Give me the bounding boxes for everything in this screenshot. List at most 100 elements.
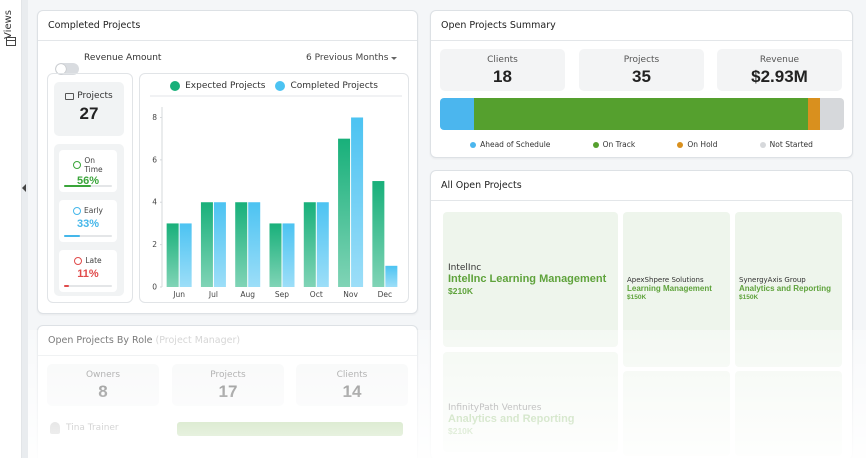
- stat-value: 8: [98, 382, 108, 401]
- user-icon: [50, 422, 60, 434]
- stat-value: 14: [342, 382, 362, 401]
- tile-client: ApexShpere Solutions: [627, 276, 704, 284]
- all-open-projects-card: All Open Projects IntelInc IntelInc Lear…: [430, 170, 853, 458]
- y-tick-label: 0: [152, 283, 157, 292]
- legend-label: On Track: [602, 140, 636, 149]
- open-projects-by-role-card: Open Projects By Role (Project Manager) …: [37, 325, 418, 458]
- collapse-arrow-icon[interactable]: [22, 184, 26, 192]
- legend-item-on-track[interactable]: On Track: [592, 140, 636, 149]
- completed-projects-title: Completed Projects: [38, 11, 417, 41]
- clock-late-icon: [74, 256, 83, 265]
- legend-item-on-hold[interactable]: On Hold: [677, 140, 718, 149]
- tile-client: SynergyAxis Group: [739, 276, 806, 284]
- project-tile[interactable]: ApexShpere Solutions Learning Management…: [623, 212, 730, 367]
- tile-revenue: $150K: [627, 294, 647, 301]
- tile-client: InfinityPath Ventures: [448, 403, 542, 413]
- tile-project: Analytics and Reporting: [739, 284, 832, 293]
- status-segment-ahead-of-schedule[interactable]: [440, 98, 475, 130]
- legend-item-not-started[interactable]: Not Started: [759, 140, 813, 149]
- role-stat-owners: Owners 8: [47, 364, 159, 406]
- project-tile[interactable]: IntelInc IntelInc Learning Management $2…: [443, 212, 618, 347]
- revenue-amount-toggle[interactable]: [55, 63, 79, 75]
- toggle-knob[interactable]: [56, 64, 66, 74]
- status-early: Early 33%: [59, 200, 117, 242]
- status-progress-fill: [64, 285, 70, 287]
- status-late: Late 11%: [59, 250, 117, 292]
- owner-projects-bar[interactable]: [177, 422, 403, 436]
- bar-completed-projects: [248, 202, 261, 287]
- panel-splitter[interactable]: [22, 0, 28, 458]
- stat-value: 18: [493, 67, 512, 86]
- x-tick-label: Dec: [378, 290, 393, 299]
- legend-swatch: [470, 141, 477, 148]
- summary-stat-projects: Projects 35: [579, 49, 704, 91]
- legend-swatch: [170, 81, 181, 91]
- projects-count: 27: [79, 104, 99, 123]
- legend-swatch: [759, 141, 766, 148]
- x-tick-label: Sep: [275, 290, 289, 299]
- projects-label: Projects: [77, 91, 113, 101]
- bar-expected-projects: [372, 181, 385, 287]
- legend-swatch: [592, 141, 599, 148]
- status-breakdown: On Time 56% Early 33% Late 11%: [54, 144, 124, 296]
- views-icon[interactable]: [6, 37, 16, 46]
- bar-completed-projects: [385, 265, 398, 287]
- tile-project: IntelInc Learning Management: [448, 273, 607, 285]
- tile-revenue: $210K: [448, 286, 474, 296]
- chart-legend: Expected Projects Completed Projects: [140, 81, 408, 91]
- stat-label: Projects: [210, 370, 246, 380]
- legend-label: On Hold: [687, 140, 718, 149]
- owner-row[interactable]: Tina Trainer: [50, 422, 119, 434]
- summary-title: Open Projects Summary: [431, 11, 852, 41]
- status-label-line2: Time: [84, 165, 103, 174]
- bar-expected-projects: [269, 223, 282, 287]
- project-status-stacked-bar[interactable]: [440, 98, 844, 130]
- legend-label: Expected Projects: [185, 81, 266, 91]
- completed-kpi-panel: Projects 27 On Time 56% Early 33% Late 11…: [47, 73, 133, 303]
- legend-item-expected[interactable]: Expected Projects: [170, 81, 265, 91]
- summary-stat-revenue: Revenue $2.93M: [717, 49, 842, 91]
- views-label[interactable]: Views: [3, 10, 14, 39]
- chevron-down-icon[interactable]: [391, 57, 397, 60]
- tile-revenue: $210K: [448, 426, 474, 436]
- roles-title: Open Projects By Role (Project Manager): [38, 326, 417, 356]
- y-tick-label: 8: [152, 113, 157, 122]
- clock-check-icon: [73, 161, 82, 169]
- views-rail[interactable]: Views: [0, 0, 22, 458]
- status-on-time: On Time 56%: [59, 150, 117, 192]
- owner-name: Tina Trainer: [66, 423, 119, 433]
- status-progress: [64, 185, 112, 187]
- role-stat-clients: Clients 14: [296, 364, 408, 406]
- status-label: Late: [85, 256, 102, 265]
- bar-expected-projects: [166, 223, 179, 287]
- y-tick-label: 2: [152, 240, 157, 249]
- status-segment-not-started[interactable]: [819, 98, 844, 130]
- stat-value: $2.93M: [751, 67, 808, 86]
- role-stat-projects: Projects 17: [172, 364, 284, 406]
- roles-subtitle: (Project Manager): [155, 335, 241, 346]
- projects-count-box: Projects 27: [54, 82, 124, 136]
- bar-completed-projects: [351, 117, 364, 287]
- completed-projects-card: Completed Projects Revenue Amount 6 Prev…: [37, 10, 418, 314]
- bar-expected-projects: [338, 138, 351, 287]
- stat-label: Revenue: [759, 55, 800, 65]
- tile-project: Learning Management: [627, 284, 712, 293]
- bar-expected-projects: [303, 202, 316, 287]
- project-tile[interactable]: [735, 371, 842, 456]
- project-tile[interactable]: [623, 371, 730, 456]
- bar-completed-projects: [282, 223, 295, 287]
- legend-item-completed[interactable]: Completed Projects: [275, 81, 378, 91]
- stat-label: Owners: [85, 370, 121, 380]
- period-select[interactable]: 6 Previous Months: [306, 53, 389, 63]
- status-label: On: [84, 156, 95, 165]
- status-percent: 56%: [76, 175, 100, 187]
- x-tick-label: Oct: [310, 290, 323, 299]
- legend-label: Ahead of Schedule: [480, 140, 551, 149]
- legend-item-ahead[interactable]: Ahead of Schedule: [470, 140, 550, 149]
- status-segment-on-hold[interactable]: [807, 98, 820, 130]
- status-segment-on-track[interactable]: [474, 98, 808, 130]
- y-tick-label: 4: [152, 198, 157, 207]
- status-legend: Ahead of Schedule On Track On Hold Not S…: [431, 140, 852, 149]
- project-tile[interactable]: InfinityPath Ventures Analytics and Repo…: [443, 352, 618, 452]
- project-tile[interactable]: SynergyAxis Group Analytics and Reportin…: [735, 212, 842, 367]
